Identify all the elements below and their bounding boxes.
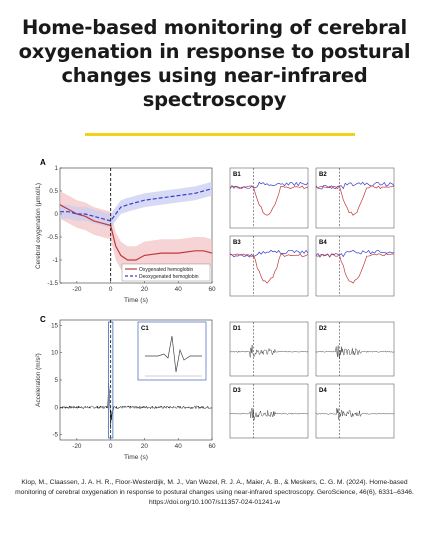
x-tick-label: 40 [175, 286, 183, 293]
small-panel-b2: B2 [315, 167, 395, 229]
small-panel-axes [315, 167, 395, 229]
small-panel-b3: B3 [229, 235, 309, 297]
x-tick-label: 0 [109, 286, 113, 293]
panel-a-letter: A [40, 158, 46, 167]
citation-line: Klop, M., Claassen, J. A. H. R., Floor-W… [21, 479, 408, 486]
y-tick-label: -5 [52, 432, 58, 439]
small-oxy-line [229, 185, 309, 216]
inset-waveform [145, 335, 202, 373]
small-panel-label: B1 [233, 172, 241, 178]
title-line: spectroscopy [142, 88, 287, 111]
panel-c-inset: C1 [137, 321, 207, 381]
y-tick-label: -1 [52, 257, 58, 264]
small-panel-label: B3 [233, 240, 241, 246]
small-panel-d3: D3 [229, 383, 309, 439]
citation-line: monitoring of cerebral oxygenation in re… [15, 489, 414, 496]
small-acc-trace [229, 344, 309, 358]
small-panel-b4: B4 [315, 235, 395, 297]
title-line: Home-based monitoring of cerebral [21, 16, 408, 39]
figure: A -20 0 20 40 60 1 0.5 0 -0.5 -1 -1.5 Cerebral oxy… [35, 158, 395, 461]
small-panel-d2: D2 [315, 321, 395, 377]
small-panel-label: D3 [233, 388, 241, 394]
panel-c-xlabel: Time (s) [124, 454, 148, 461]
panel-a-plot: -20 0 20 40 60 1 0.5 0 -0.5 -1 -1.5 [47, 165, 216, 293]
x-tick-label: 20 [141, 286, 149, 293]
y-tick-label: -0.5 [47, 234, 58, 241]
small-deoxy-line [229, 249, 309, 258]
y-tick-label: 15 [51, 322, 58, 329]
poster-title: Home-based monitoring of cerebral oxygen… [0, 16, 429, 112]
x-tick-label: 0 [109, 443, 113, 450]
small-panel-d1: D1 [229, 321, 309, 377]
panel-c-plot: -20 0 20 40 60 15 10 5 0 -5 [51, 320, 216, 450]
small-acc-trace [315, 408, 395, 420]
series-line-deoxy [60, 188, 213, 222]
inset-letter: C1 [141, 326, 149, 332]
small-panel-axes [229, 235, 309, 297]
small-panel-label: B4 [319, 240, 327, 246]
small-panel-b1: B1 [229, 167, 309, 229]
small-panel-axes [315, 321, 395, 377]
small-acc-trace [315, 345, 395, 359]
panel-c-letter: C [40, 315, 46, 324]
small-oxy-line [229, 253, 309, 284]
title-line: oxygenation in response to postural [18, 40, 411, 63]
x-tick-label: -20 [72, 443, 82, 450]
legend-oxy: Oxygenated hemoglobin [139, 267, 193, 273]
panel-a-xlabel: Time (s) [124, 297, 148, 304]
small-panel-axes [229, 383, 309, 439]
x-tick-label: -20 [72, 286, 82, 293]
x-tick-label: 60 [208, 286, 216, 293]
y-tick-label: 0 [55, 211, 59, 218]
series-line-oxy [59, 204, 213, 261]
small-oxy-line [315, 253, 395, 284]
panel-c-ylabel: Acceleration (m/s²) [35, 353, 42, 407]
y-tick-label: 5 [55, 377, 59, 384]
small-panel-axes [315, 383, 395, 439]
x-tick-label: 60 [208, 443, 216, 450]
panel-a-legend: Oxygenated hemoglobin Deoxygenated hemog… [121, 263, 211, 282]
x-tick-label: 40 [175, 443, 183, 450]
y-tick-label: 1 [55, 165, 59, 172]
y-tick-label: 0 [55, 404, 59, 411]
y-tick-label: 0.5 [49, 188, 58, 195]
legend-deoxy: Deoxygenated hemoglobin [139, 274, 199, 280]
small-panel-label: D4 [319, 388, 327, 394]
y-tick-label: -1.5 [47, 280, 58, 287]
small-acc-trace [229, 407, 309, 421]
panel-a: A -20 0 20 40 60 1 0.5 0 -0.5 -1 -1.5 Cerebral oxy… [35, 158, 216, 304]
citation-line: https://doi.org/10.1007/s11357-024-01241… [148, 499, 281, 506]
panel-c: C -20 0 20 40 60 15 10 5 0 -5 Acceleration (m/s²)… [35, 315, 216, 461]
small-panels: B1 B2 B3 B4 D1 D2 D3 D4 [229, 167, 395, 439]
small-oxy-line [315, 185, 395, 216]
band-deoxy [60, 181, 212, 228]
small-deoxy-line [315, 181, 395, 190]
accent-divider [85, 133, 355, 136]
small-panel-label: D1 [233, 326, 241, 332]
small-panel-d4: D4 [315, 383, 395, 439]
small-panel-axes [229, 321, 309, 377]
citation: Klop, M., Claassen, J. A. H. R., Floor-W… [14, 478, 415, 508]
y-tick-label: 10 [51, 350, 58, 357]
small-panel-label: D2 [319, 326, 327, 332]
acceleration-trace [59, 383, 213, 429]
small-panel-axes [315, 235, 395, 297]
small-panel-label: B2 [319, 172, 327, 178]
small-panel-axes [229, 167, 309, 229]
panel-a-ylabel: Cerebral oxygenation (μmol/L) [35, 183, 42, 269]
x-tick-label: 20 [141, 443, 149, 450]
title-line: changes using near-infrared [61, 64, 368, 87]
